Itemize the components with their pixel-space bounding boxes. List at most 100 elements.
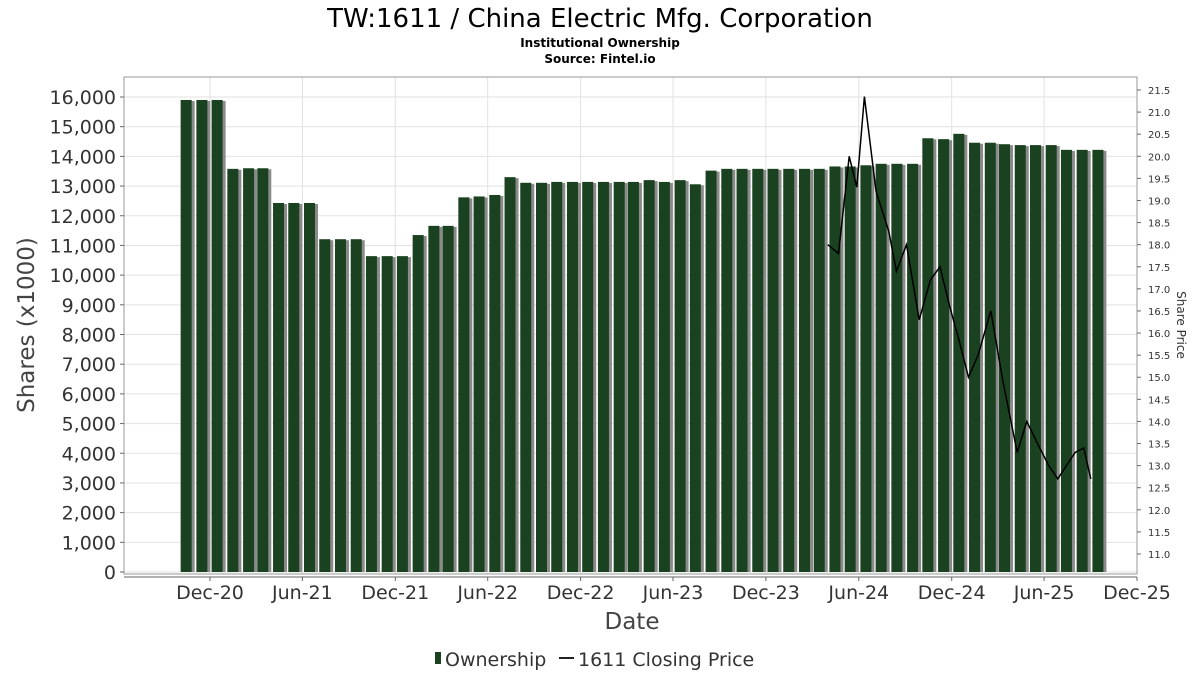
ownership-bar — [767, 168, 779, 572]
left-tick-label: 0 — [104, 562, 116, 584]
right-tick-label: 12.0 — [1148, 506, 1170, 517]
ownership-bar — [689, 184, 701, 572]
right-tick-label: 17.5 — [1148, 263, 1170, 274]
right-tick-label: 21.5 — [1148, 86, 1170, 97]
x-tick-label: Dec-24 — [918, 582, 986, 604]
ownership-bar — [938, 139, 950, 572]
x-tick-label: Dec-25 — [1103, 582, 1171, 604]
ownership-bar — [288, 202, 300, 572]
ownership-bar — [211, 99, 223, 572]
ownership-bar — [412, 235, 424, 572]
ownership-bar — [396, 256, 408, 572]
right-tick-label: 18.5 — [1148, 219, 1170, 230]
right-tick-label: 13.0 — [1148, 462, 1170, 473]
ownership-bar — [582, 181, 594, 572]
right-tick-label: 14.5 — [1148, 395, 1170, 406]
x-axis-label: Date — [605, 609, 660, 635]
left-tick-label: 9,000 — [62, 295, 116, 317]
ownership-bar — [1076, 149, 1088, 572]
ownership-bar — [319, 239, 331, 572]
right-tick-label: 16.5 — [1148, 307, 1170, 318]
right-tick-label: 20.0 — [1148, 152, 1170, 163]
x-tick-label: Jun-21 — [271, 582, 333, 604]
legend-ownership-label: Ownership — [445, 649, 546, 671]
ownership-bar — [473, 196, 485, 572]
ownership-bar — [196, 99, 208, 572]
left-tick-label: 7,000 — [62, 354, 116, 376]
left-tick-label: 1,000 — [62, 532, 116, 554]
ownership-bar — [658, 181, 670, 572]
ownership-bar — [674, 180, 686, 572]
left-tick-label: 2,000 — [62, 503, 116, 525]
y2-axis-label: Share Price — [1174, 291, 1188, 359]
right-tick-label: 14.0 — [1148, 417, 1170, 428]
x-tick-label: Dec-20 — [176, 582, 244, 604]
right-tick-label: 17.0 — [1148, 285, 1170, 296]
right-tick-label: 21.0 — [1148, 108, 1170, 119]
ownership-bar — [875, 163, 887, 572]
right-axis-ticks: 11.0 11.5 12.0 12.5 13.0 13.5 14.0 14.5 15.0 15.5… — [1137, 86, 1170, 561]
right-tick-label: 12.5 — [1148, 484, 1170, 495]
ownership-bar — [736, 168, 748, 572]
ownership-bar — [613, 181, 625, 572]
right-tick-label: 11.5 — [1148, 528, 1170, 539]
price-line-layer — [827, 96, 1092, 481]
right-tick-label: 16.0 — [1148, 329, 1170, 340]
left-tick-label: 15,000 — [50, 117, 116, 139]
ownership-bar — [536, 182, 548, 572]
right-tick-label: 20.5 — [1148, 130, 1170, 141]
plot-area-frame — [123, 76, 1138, 575]
x-tick-label: Dec-21 — [361, 582, 429, 604]
ownership-bar — [627, 181, 639, 572]
ownership-bar — [752, 168, 764, 572]
price-line — [827, 96, 1092, 481]
ownership-bar — [180, 99, 192, 572]
ownership-bar — [643, 180, 655, 572]
ownership-bar — [860, 165, 872, 572]
y-axis-label: Shares (x1000) — [14, 237, 40, 413]
legend-ownership-swatch — [435, 652, 441, 664]
ownership-bar — [442, 225, 454, 572]
right-tick-label: 15.5 — [1148, 351, 1170, 362]
ownership-bar — [597, 181, 609, 572]
x-tick-label: Dec-22 — [547, 582, 615, 604]
ownership-bar — [551, 181, 563, 572]
ownership-bar — [504, 177, 516, 572]
right-tick-label: 15.0 — [1148, 373, 1170, 384]
left-tick-label: 13,000 — [50, 176, 116, 198]
left-tick-label: 8,000 — [62, 325, 116, 347]
ownership-bar — [365, 256, 377, 572]
left-tick-label: 11,000 — [50, 235, 116, 257]
ownership-bar — [489, 194, 501, 572]
right-tick-label: 11.0 — [1148, 550, 1170, 561]
ownership-bar — [1092, 149, 1104, 572]
ownership-bar — [907, 163, 919, 572]
ownership-bar — [458, 197, 470, 572]
right-tick-label: 19.5 — [1148, 174, 1170, 185]
right-tick-label: 13.5 — [1148, 440, 1170, 451]
ownership-bar — [705, 170, 717, 572]
ownership-bar — [998, 144, 1010, 572]
chart-source: Source: Fintel.io — [544, 52, 655, 66]
x-axis-ticks: Dec-20 Jun-21 Dec-21 Jun-22 Dec-22 Jun-23 Dec-… — [176, 577, 1171, 604]
ownership-bar — [798, 168, 810, 572]
ownership-bar — [304, 202, 316, 572]
ownership-bar — [566, 181, 578, 572]
x-tick-label: Dec-23 — [732, 582, 800, 604]
x-tick-label: Jun-23 — [642, 582, 704, 604]
left-tick-label: 6,000 — [62, 384, 116, 406]
ownership-bar — [721, 168, 733, 572]
x-tick-label: Jun-24 — [827, 582, 889, 604]
left-axis-ticks: 0 1,000 2,000 3,000 4,000 5,000 6,000 7,000 8,00… — [50, 87, 124, 584]
ownership-bar — [829, 166, 841, 572]
ownership-bar — [844, 166, 856, 572]
ownership-bar — [243, 168, 255, 572]
ownership-bar — [891, 163, 903, 572]
ownership-bar — [350, 239, 362, 572]
ownership-bar — [1060, 149, 1072, 572]
ownership-bar — [813, 168, 825, 572]
x-tick-label: Jun-22 — [456, 582, 518, 604]
ownership-bar — [1045, 145, 1057, 572]
ownership-bar — [984, 142, 996, 572]
ownership-bar — [428, 225, 440, 572]
